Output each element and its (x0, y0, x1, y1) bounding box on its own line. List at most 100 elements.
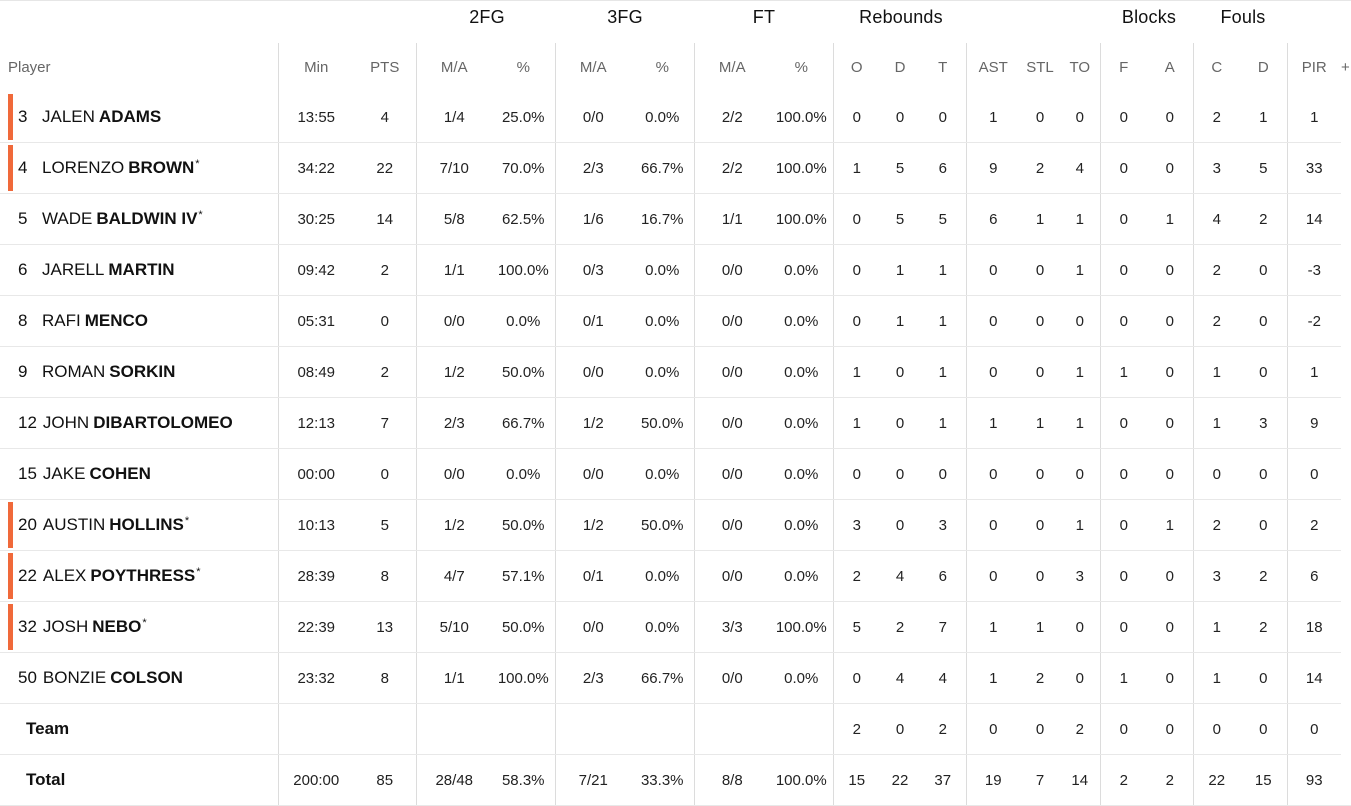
cell-blk-a: 0 (1147, 601, 1193, 653)
cell-blk-a: 0 (1147, 244, 1193, 296)
starter-marker (8, 502, 13, 548)
player-row[interactable]: 15 JAKE COHEN 00:00 0 0/0 0.0% 0/0 0.0% 0/0 0.0% 0 0… (0, 448, 1351, 500)
cell-spacer (1341, 551, 1351, 602)
cell-fg3-ma: 0/1 (554, 295, 631, 347)
player-name-cell[interactable]: 8 RAFI MENCO (0, 295, 278, 347)
cell-fg3-ma: 0/1 (554, 550, 631, 602)
player-row[interactable]: 12 JOHN DIBARTOLOMEO 12:13 7 2/3 66.7% 1/2 50.0%… (0, 397, 1351, 449)
cell-ft-ma: 0/0 (693, 448, 770, 500)
player-row[interactable]: 8 RAFI MENCO 05:31 0 0/0 0.0% 0/1 0.0% 0/0 0.0% 0 1 1… (0, 295, 1351, 347)
col-header-to[interactable]: TO (1069, 59, 1091, 76)
col-header-reb-d[interactable]: D (894, 59, 906, 76)
cell-ft-pct: 0.0% (770, 346, 833, 398)
player-name-cell[interactable]: 22 ALEX POYTHRESS* (0, 550, 278, 602)
cell-reb-d: 5 (880, 142, 920, 194)
player-name-cell[interactable]: 4 LORENZO BROWN* (0, 142, 278, 194)
cell-stl: 0 (1020, 448, 1060, 500)
player-row[interactable]: 9 ROMAN SORKIN 08:49 2 1/2 50.0% 0/0 0.0% 0/0 0.0%… (0, 346, 1351, 398)
col-header-3fg-pct[interactable]: % (655, 59, 669, 76)
cell-foul-c: 2 (1192, 499, 1240, 551)
col-header-3fg-ma[interactable]: M/A (554, 43, 631, 92)
cell-reb-t: 1 (920, 346, 966, 398)
col-header-2fg-ma[interactable]: M/A (415, 43, 492, 92)
cell-blk-a: 1 (1147, 499, 1193, 551)
cell-pir: 0 (1286, 448, 1341, 500)
cell-fg2-ma: 1/1 (415, 652, 492, 704)
cell-to: 0 (1060, 448, 1100, 500)
cell-foul-c: 1 (1192, 652, 1240, 704)
cell-pts: 7 (354, 397, 416, 449)
group-header-ft: FT (752, 7, 776, 27)
player-name-cell[interactable]: 6 JARELL MARTIN (0, 244, 278, 296)
cell-reb-t: 2 (920, 703, 966, 755)
cell-foul-c: 22 (1192, 754, 1240, 806)
cell-fg3-pct: 66.7% (631, 652, 694, 704)
cell-to: 4 (1060, 142, 1100, 194)
player-row[interactable]: 5 WADE BALDWIN IV* 30:25 14 5/8 62.5% 1/6 16.7% 1… (0, 193, 1351, 245)
cell-blk-f: 0 (1099, 193, 1147, 245)
cell-ast: 1 (965, 92, 1020, 143)
col-header-reb-o[interactable]: O (832, 43, 880, 92)
col-header-player[interactable]: Player (8, 59, 51, 76)
cell-fg3-pct: 66.7% (631, 142, 694, 194)
group-header-2fg: 2FG (469, 7, 505, 27)
cell-blk-a: 0 (1147, 295, 1193, 347)
player-row[interactable]: 3 JALEN ADAMS 13:55 4 1/4 25.0% 0/0 0.0% 2/2 100.0… (0, 92, 1351, 143)
player-name-cell[interactable]: 50 BONZIE COLSON (0, 652, 278, 704)
player-last-name: COLSON (110, 668, 183, 687)
cell-pts: 14 (354, 193, 416, 245)
col-header-reb-t[interactable]: T (938, 59, 948, 76)
cell-fg3-pct: 33.3% (631, 754, 694, 806)
cell-fg2-ma: 1/2 (415, 346, 492, 398)
cell-foul-c: 2 (1192, 244, 1240, 296)
player-first-name: LORENZO (42, 158, 125, 177)
col-header-blk-f[interactable]: F (1099, 43, 1147, 92)
player-name-cell[interactable]: 9 ROMAN SORKIN (0, 346, 278, 398)
cell-min: 200:00 (277, 754, 354, 806)
col-header-2fg-pct[interactable]: % (516, 59, 530, 76)
col-header-foul-d[interactable]: D (1257, 59, 1269, 76)
player-row[interactable]: 20 AUSTIN HOLLINS* 10:13 5 1/2 50.0% 1/2 50.0% 0/… (0, 499, 1351, 551)
cell-fg3-pct (631, 703, 694, 755)
player-last-name: MARTIN (108, 260, 175, 279)
col-header-pts[interactable]: PTS (370, 59, 400, 76)
cell-fg2-pct: 50.0% (492, 499, 555, 551)
starter-asterisk: * (184, 515, 190, 527)
player-row[interactable]: 4 LORENZO BROWN* 34:22 22 7/10 70.0% 2/3 66.7% 2/… (0, 142, 1351, 194)
col-header-pir[interactable]: PIR (1286, 43, 1341, 92)
player-first-name: ALEX (42, 566, 87, 585)
cell-reb-d: 0 (880, 397, 920, 449)
cell-ft-ma: 0/0 (693, 499, 770, 551)
player-row[interactable]: 32 JOSH NEBO* 22:39 13 5/10 50.0% 0/0 0.0% 3/3 100… (0, 601, 1351, 653)
player-row[interactable]: 50 BONZIE COLSON 23:32 8 1/1 100.0% 2/3 66.7% 0/0… (0, 652, 1351, 704)
cell-pir: 9 (1286, 397, 1341, 449)
cell-pts: 2 (354, 346, 416, 398)
player-number: 20 (18, 515, 37, 534)
col-header-ft-pct[interactable]: % (794, 59, 808, 76)
cell-blk-f: 0 (1099, 397, 1147, 449)
player-name-cell[interactable]: 3 JALEN ADAMS (0, 92, 278, 143)
col-header-stl[interactable]: STL (1026, 59, 1054, 76)
cell-ft-pct: 0.0% (770, 244, 833, 296)
col-header-foul-c[interactable]: C (1192, 43, 1240, 92)
cell-fg2-pct: 57.1% (492, 550, 555, 602)
player-row[interactable]: 6 JARELL MARTIN 09:42 2 1/1 100.0% 0/3 0.0% 0/0 0.… (0, 244, 1351, 296)
player-name-cell[interactable]: 15 JAKE COHEN (0, 448, 278, 500)
cell-spacer (1341, 194, 1351, 245)
cell-pir: 33 (1286, 142, 1341, 194)
col-header-blk-a[interactable]: A (1164, 59, 1175, 76)
cell-ft-ma: 2/2 (693, 92, 770, 143)
player-name-cell[interactable]: 20 AUSTIN HOLLINS* (0, 499, 278, 551)
player-name-cell[interactable]: 32 JOSH NEBO* (0, 601, 278, 653)
player-name-cell[interactable]: 5 WADE BALDWIN IV* (0, 193, 278, 245)
player-row[interactable]: 22 ALEX POYTHRESS* 28:39 8 4/7 57.1% 0/1 0.0% 0/0… (0, 550, 1351, 602)
col-header-ft-ma[interactable]: M/A (693, 43, 770, 92)
col-header-plus[interactable]: + (1341, 59, 1350, 76)
col-header-min[interactable]: Min (277, 43, 354, 92)
cell-reb-o: 3 (832, 499, 880, 551)
col-header-ast[interactable]: AST (965, 43, 1020, 92)
player-name-cell[interactable]: 12 JOHN DIBARTOLOMEO (0, 397, 278, 449)
cell-reb-t: 4 (920, 652, 966, 704)
cell-fg2-ma: 2/3 (415, 397, 492, 449)
cell-pts: 8 (354, 550, 416, 602)
